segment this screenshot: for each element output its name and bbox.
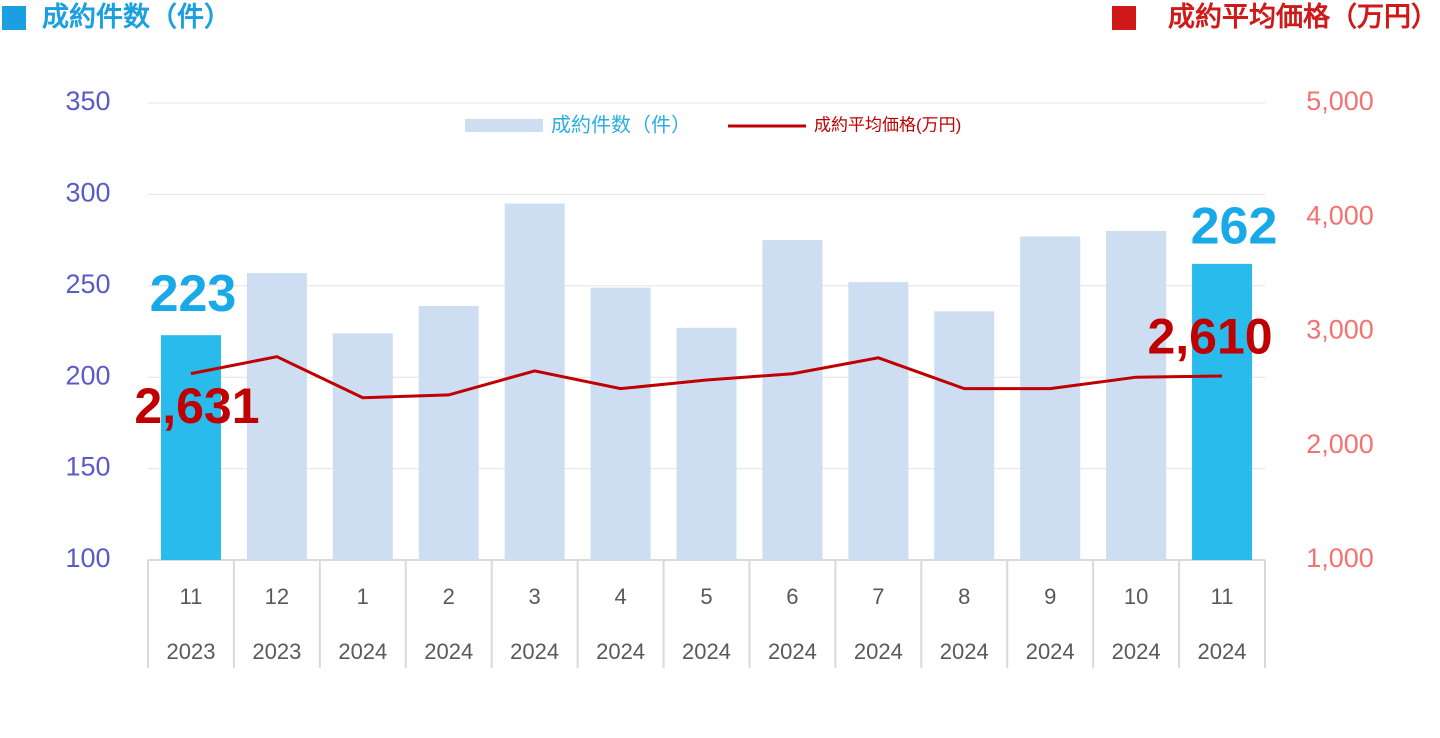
x-tick-label: 1 xyxy=(357,584,369,609)
bar xyxy=(762,240,823,560)
bar xyxy=(1192,263,1253,560)
bar-value-label: 262 xyxy=(1191,198,1278,256)
bar xyxy=(848,282,909,560)
y2-tick-label: 5,000 xyxy=(1306,86,1374,116)
x-tick-label: 8 xyxy=(958,584,970,609)
legend-label: 成約平均価格(万円) xyxy=(814,115,961,134)
x-tick-label: 5 xyxy=(700,584,712,609)
x-tick-label: 9 xyxy=(1044,584,1056,609)
x-tick-year: 2024 xyxy=(424,639,473,664)
bar xyxy=(504,203,565,561)
line-value-label: 2,631 xyxy=(134,378,259,434)
x-tick-year: 2024 xyxy=(338,639,387,664)
y-tick-label: 350 xyxy=(65,86,110,116)
y-label-marker xyxy=(2,6,26,30)
x-tick-year: 2024 xyxy=(854,639,903,664)
line xyxy=(190,355,1223,400)
y-axis-title: 成約件数（件） xyxy=(42,1,231,32)
y-tick-label: 100 xyxy=(65,543,110,573)
x-tick-year: 2024 xyxy=(682,639,731,664)
bar xyxy=(332,333,393,560)
y-tick-label: 150 xyxy=(65,452,110,482)
legend-label: 成約件数（件） xyxy=(551,113,691,136)
y2-tick-label: 4,000 xyxy=(1306,200,1374,230)
x-tick-label: 7 xyxy=(872,584,884,609)
x-tick-label: 3 xyxy=(529,584,541,609)
line-value-label: 2,610 xyxy=(1147,308,1272,364)
y2-axis-title: 成約平均価格（万円） xyxy=(1168,1,1438,32)
y2-tick-label: 1,000 xyxy=(1306,543,1374,573)
bar xyxy=(590,287,651,560)
bar xyxy=(246,273,307,560)
x-tick-year: 2024 xyxy=(510,639,559,664)
y2-tick-label: 2,000 xyxy=(1306,429,1374,459)
x-tick-label: 2 xyxy=(443,584,455,609)
y-tick-label: 250 xyxy=(65,269,110,299)
x-tick-year: 2024 xyxy=(1198,639,1247,664)
legend-swatch xyxy=(465,119,543,132)
y-tick-label: 300 xyxy=(65,178,110,208)
x-tick-label: 11 xyxy=(180,584,203,609)
x-tick-label: 4 xyxy=(614,584,626,609)
bar xyxy=(418,305,479,560)
y2-tick-label: 3,000 xyxy=(1306,315,1374,345)
x-tick-label: 10 xyxy=(1124,584,1148,609)
bar xyxy=(1020,236,1081,560)
x-tick-year: 2024 xyxy=(940,639,989,664)
y-tick-label: 200 xyxy=(65,360,110,390)
x-tick-label: 12 xyxy=(265,584,289,609)
bar-value-label: 223 xyxy=(150,265,237,323)
x-tick-year: 2024 xyxy=(596,639,645,664)
bar xyxy=(676,327,737,560)
bar xyxy=(934,311,995,560)
x-tick-year: 2023 xyxy=(252,639,301,664)
x-tick-label: 6 xyxy=(786,584,798,609)
bar xyxy=(1106,230,1167,560)
x-tick-label: 11 xyxy=(1211,584,1234,609)
y2-label-marker xyxy=(1112,6,1136,30)
x-tick-year: 2024 xyxy=(1026,639,1075,664)
x-tick-year: 2024 xyxy=(768,639,817,664)
x-tick-year: 2023 xyxy=(166,639,215,664)
x-tick-year: 2024 xyxy=(1112,639,1161,664)
